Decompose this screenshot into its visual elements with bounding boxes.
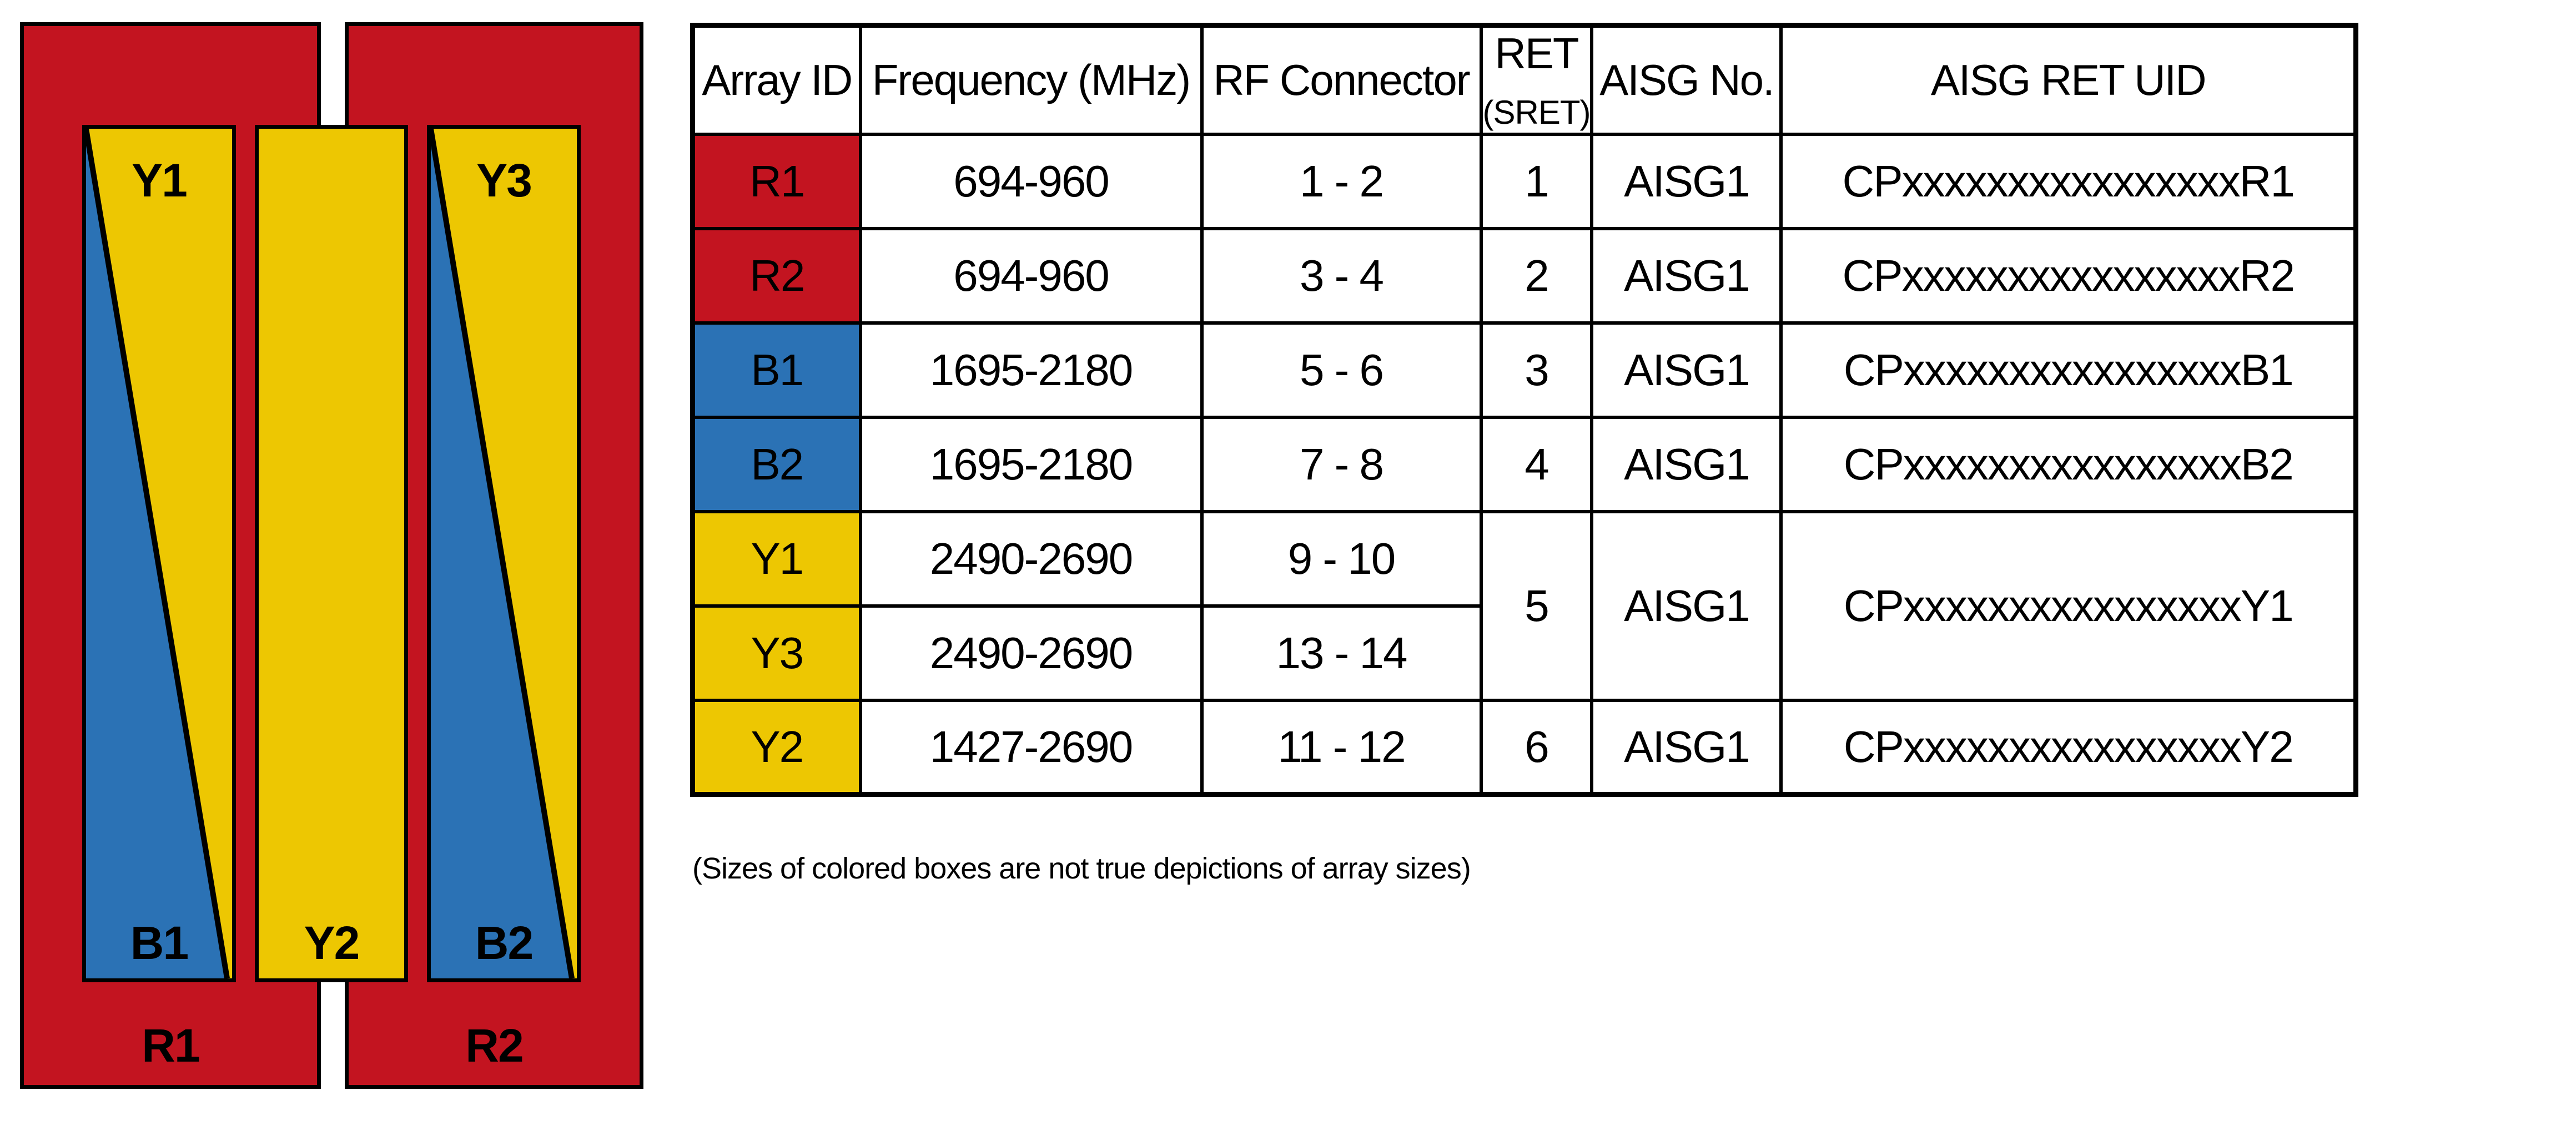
b1-diagonal-line bbox=[86, 129, 230, 978]
table-header-row: Array ID Frequency (MHz) RF Connector RE… bbox=[691, 23, 2358, 136]
cell-aisg-no: AISG1 bbox=[1590, 132, 1783, 230]
b1-wedge-graphic bbox=[86, 129, 230, 978]
header-frequency: Frequency (MHz) bbox=[858, 23, 1204, 136]
cell-ret: 4 bbox=[1479, 415, 1594, 513]
b2-wedge-graphic bbox=[431, 129, 575, 978]
cell-aisg-no-merged: AISG1 bbox=[1590, 509, 1783, 702]
cell-frequency: 694-960 bbox=[858, 226, 1204, 325]
array-box-y1-b1: Y1 B1 bbox=[82, 125, 236, 982]
array-label-y1: Y1 bbox=[132, 154, 188, 206]
array-box-y3-b2: Y3 B2 bbox=[427, 125, 581, 982]
table-row-r1: R1 694-960 1 - 2 1 AISG1 CPxxxxxxxxxxxxx… bbox=[691, 132, 2358, 230]
cell-aisg-ret-uid: CPxxxxxxxxxxxxxxxxB2 bbox=[1779, 415, 2358, 513]
table-row-y1: Y1 2490-2690 9 - 10 5 AISG1 CPxxxxxxxxxx… bbox=[691, 509, 2358, 702]
cell-aisg-ret-uid: CPxxxxxxxxxxxxxxxxR2 bbox=[1779, 226, 2358, 325]
table-row-b1: B1 1695-2180 5 - 6 3 AISG1 CPxxxxxxxxxxx… bbox=[691, 321, 2358, 419]
cell-frequency: 1695-2180 bbox=[858, 415, 1204, 513]
cell-array-id: Y2 bbox=[691, 698, 862, 796]
cell-rf-connector: 3 - 4 bbox=[1200, 226, 1483, 325]
cell-aisg-no: AISG1 bbox=[1590, 415, 1783, 513]
header-rf-connector: RF Connector bbox=[1200, 23, 1483, 136]
cell-ret-merged: 5 bbox=[1479, 509, 1594, 702]
array-label-y3: Y3 bbox=[476, 154, 532, 206]
cell-frequency: 2490-2690 bbox=[858, 604, 1204, 702]
cell-ret: 6 bbox=[1479, 698, 1594, 796]
header-ret-line2: (SRET) bbox=[1482, 94, 1591, 132]
table-row-y2: Y2 1427-2690 11 - 12 6 AISG1 CPxxxxxxxxx… bbox=[691, 698, 2358, 796]
cell-rf-connector: 1 - 2 bbox=[1200, 132, 1483, 230]
cell-aisg-ret-uid: CPxxxxxxxxxxxxxxxxR1 bbox=[1779, 132, 2358, 230]
size-disclaimer-note: (Sizes of colored boxes are not true dep… bbox=[692, 852, 1471, 885]
table-row-y3: Y3 2490-2690 13 - 14 bbox=[691, 604, 2356, 702]
header-array-id: Array ID bbox=[691, 23, 862, 136]
array-label-r2: R2 bbox=[465, 1019, 524, 1072]
table-row-b2: B2 1695-2180 7 - 8 4 AISG1 CPxxxxxxxxxxx… bbox=[691, 415, 2358, 513]
cell-aisg-ret-uid-merged: CPxxxxxxxxxxxxxxxxY1 bbox=[1779, 509, 2358, 702]
cell-frequency: 1427-2690 bbox=[858, 698, 1204, 796]
cell-array-id: B2 bbox=[691, 415, 862, 513]
cell-rf-connector: 9 - 10 bbox=[1200, 509, 1483, 608]
cell-array-id: Y3 bbox=[691, 604, 862, 702]
b2-diagonal-line bbox=[431, 129, 575, 978]
array-label-y2: Y2 bbox=[304, 917, 360, 969]
cell-ret: 1 bbox=[1479, 132, 1594, 230]
header-aisg-ret-uid: AISG RET UID bbox=[1779, 23, 2358, 136]
array-spec-table: Array ID Frequency (MHz) RF Connector RE… bbox=[690, 23, 2358, 797]
cell-array-id: B1 bbox=[691, 321, 862, 419]
table-row-r2: R2 694-960 3 - 4 2 AISG1 CPxxxxxxxxxxxxx… bbox=[691, 226, 2358, 325]
cell-array-id: R2 bbox=[691, 226, 862, 325]
cell-array-id: Y1 bbox=[691, 509, 862, 608]
cell-aisg-no: AISG1 bbox=[1590, 698, 1783, 796]
header-ret-line1: RET bbox=[1495, 29, 1579, 78]
array-label-b1: B1 bbox=[130, 917, 189, 969]
cell-rf-connector: 7 - 8 bbox=[1200, 415, 1483, 513]
cell-aisg-ret-uid: CPxxxxxxxxxxxxxxxxB1 bbox=[1779, 321, 2358, 419]
header-aisg-no: AISG No. bbox=[1590, 23, 1783, 136]
antenna-face-diagram: R1 R2 Y1 B1 Y2 Y3 B2 bbox=[0, 0, 666, 1121]
cell-array-id: R1 bbox=[691, 132, 862, 230]
cell-aisg-no: AISG1 bbox=[1590, 226, 1783, 325]
cell-ret: 2 bbox=[1479, 226, 1594, 325]
cell-aisg-ret-uid: CPxxxxxxxxxxxxxxxxY2 bbox=[1779, 698, 2358, 796]
cell-ret: 3 bbox=[1479, 321, 1594, 419]
array-label-r1: R1 bbox=[142, 1019, 200, 1072]
cell-frequency: 2490-2690 bbox=[858, 509, 1204, 608]
cell-rf-connector: 13 - 14 bbox=[1200, 604, 1483, 702]
array-label-b2: B2 bbox=[475, 917, 534, 969]
cell-aisg-no: AISG1 bbox=[1590, 321, 1783, 419]
array-box-y2: Y2 bbox=[255, 125, 408, 982]
cell-rf-connector: 5 - 6 bbox=[1200, 321, 1483, 419]
header-ret: RET (SRET) bbox=[1479, 23, 1594, 136]
cell-frequency: 1695-2180 bbox=[858, 321, 1204, 419]
cell-rf-connector: 11 - 12 bbox=[1200, 698, 1483, 796]
cell-frequency: 694-960 bbox=[858, 132, 1204, 230]
